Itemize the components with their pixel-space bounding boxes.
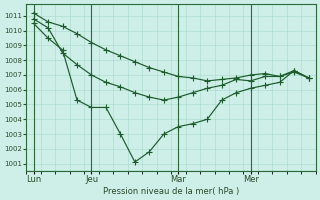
X-axis label: Pression niveau de la mer( hPa ): Pression niveau de la mer( hPa )	[103, 187, 239, 196]
